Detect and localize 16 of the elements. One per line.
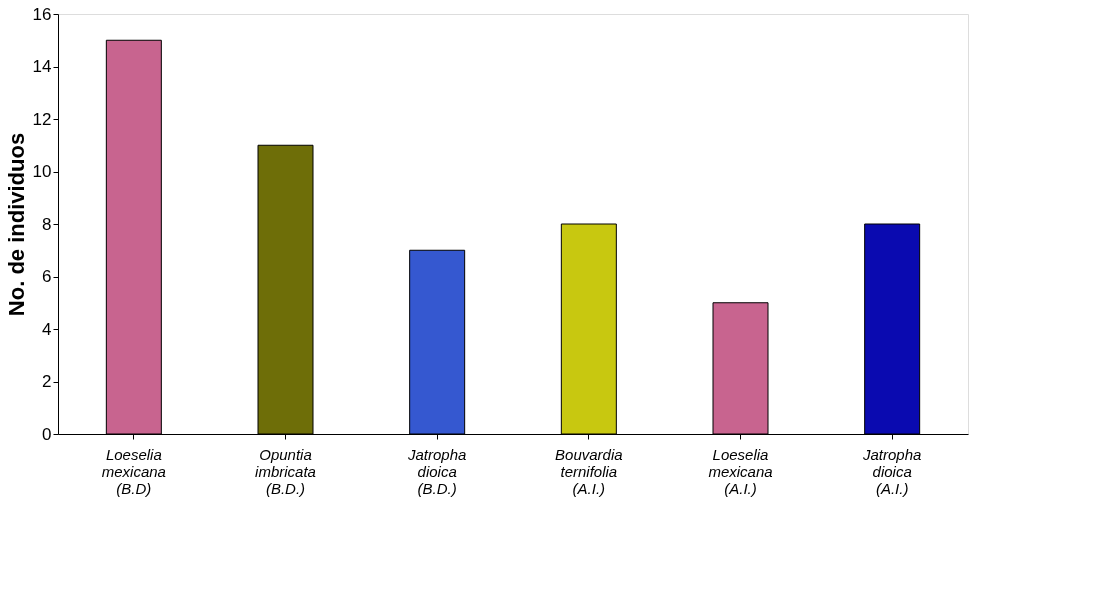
y-axis-title: No. de individuos	[3, 132, 29, 317]
x-tick-label: Bouvardia ternifolia (A.I.)	[555, 445, 623, 497]
y-tick-label: 6	[42, 267, 52, 286]
x-tick-label: Jatropha dioica (B.D.)	[406, 445, 467, 497]
x-tick-label: Loeselia mexicana (B.D)	[101, 445, 166, 497]
y-tick-label: 4	[42, 319, 52, 339]
y-tick-label: 2	[42, 372, 52, 391]
y-tick-label: 12	[32, 109, 52, 129]
x-tick-label: Jatropha dioica (A.I.)	[861, 445, 922, 497]
y-tick-label: 8	[42, 214, 52, 234]
y-tick-label: 14	[32, 57, 52, 76]
y-tick-label: 16	[32, 4, 52, 24]
x-tick-label: Opuntia imbricata (B.D.)	[255, 445, 316, 497]
x-tick-label: Loeselia mexicana (A.I.)	[708, 445, 773, 497]
y-tick-label: 0	[42, 424, 52, 444]
y-tick-label: 10	[32, 162, 52, 181]
